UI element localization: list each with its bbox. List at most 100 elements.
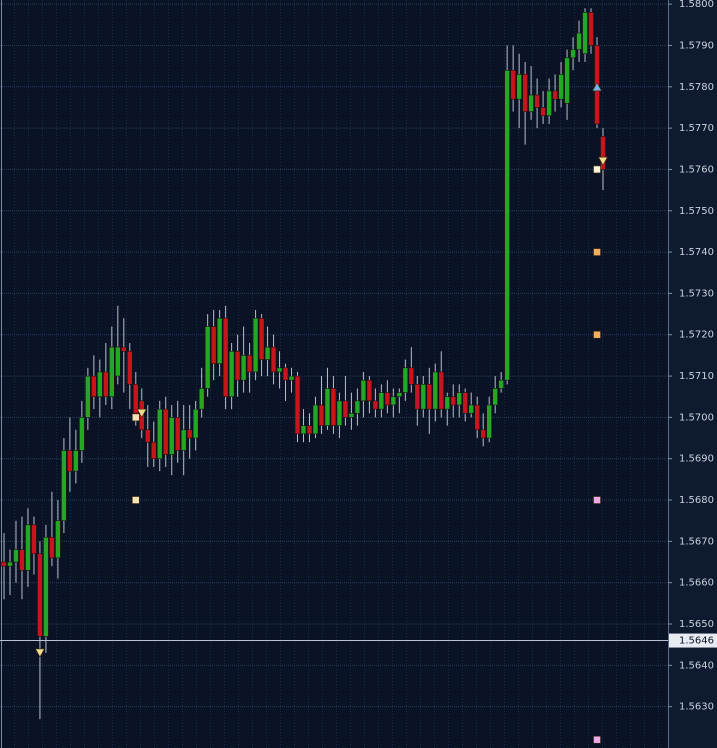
candle-body: [522, 74, 528, 112]
candle-body: [312, 404, 319, 435]
candle-body: [366, 379, 373, 402]
candle-body: [132, 384, 139, 414]
candle-body: [528, 94, 534, 112]
candle-body: [570, 49, 576, 59]
candle-body: [330, 388, 337, 426]
candle-body: [115, 346, 121, 377]
candle-body: [67, 450, 73, 472]
candle-body: [360, 379, 367, 402]
candle-body: [252, 317, 259, 373]
candle-body: [384, 392, 391, 406]
candle-body: [510, 69, 516, 100]
candle-body: [264, 346, 271, 360]
candle-body: [73, 450, 79, 472]
candle-body: [126, 350, 133, 385]
candle-body: [402, 367, 409, 393]
candle-body: [294, 375, 301, 435]
candle-body: [216, 317, 223, 364]
candle-body: [1, 561, 7, 567]
candle-body: [576, 32, 582, 50]
signal-square: [131, 413, 140, 422]
candle-body: [103, 371, 109, 398]
candle-body: [396, 392, 403, 398]
candle-body: [174, 417, 181, 451]
candle-body: [306, 425, 313, 435]
candle-body: [258, 317, 265, 360]
candle-body: [462, 392, 469, 414]
y-tick-label: 1.5760: [679, 164, 714, 175]
candle-body: [492, 388, 498, 406]
y-tick-label: 1.5670: [679, 536, 714, 547]
y-tick-label: 1.5730: [679, 288, 714, 299]
candle-body: [228, 350, 235, 398]
candle-body: [552, 90, 558, 100]
candle-body: [144, 429, 151, 443]
signal-square: [593, 330, 601, 339]
candle-body: [37, 553, 43, 637]
candle-body: [186, 429, 193, 439]
candle-body: [234, 350, 241, 381]
signal-triangle-down: [34, 648, 45, 658]
candle-body: [55, 520, 61, 559]
candle-body: [162, 408, 169, 455]
candle-body: [564, 57, 570, 104]
signal-square: [593, 496, 601, 504]
candle-body: [378, 392, 385, 410]
candle-body: [420, 384, 427, 410]
candle-body: [43, 536, 49, 637]
candle-body: [558, 74, 564, 100]
candle-body: [109, 346, 115, 398]
price-axis-panel: [668, 0, 717, 748]
candle-body: [156, 408, 163, 460]
candle-body: [540, 107, 546, 117]
candle-body: [426, 384, 433, 410]
candle-body: [456, 392, 463, 406]
last-price-label: 1.5646: [679, 636, 714, 647]
y-tick-label: 1.5800: [679, 0, 714, 10]
candle-body: [480, 429, 487, 439]
candle-body: [13, 549, 19, 563]
y-tick-label: 1.5680: [679, 495, 714, 506]
candle-body: [354, 400, 361, 414]
y-tick-label: 1.5640: [679, 660, 714, 671]
candle-body: [270, 346, 277, 373]
candle-body: [222, 317, 229, 398]
candle-body: [31, 524, 37, 555]
candle-body: [168, 417, 175, 455]
y-tick-label: 1.5740: [679, 247, 714, 258]
y-tick-label: 1.5750: [679, 206, 714, 217]
candle-body: [49, 536, 55, 559]
candle-body: [246, 355, 253, 373]
candle-body: [300, 425, 307, 435]
candle-body: [91, 375, 97, 398]
signal-square: [131, 496, 140, 504]
candle-body: [150, 441, 157, 460]
y-tick-label: 1.5790: [679, 40, 714, 51]
candle-body: [318, 404, 325, 426]
candle-body: [336, 400, 343, 426]
y-tick-label: 1.5720: [679, 330, 714, 341]
candle-body: [450, 396, 457, 406]
candle-body: [210, 326, 217, 364]
candle-body: [25, 524, 31, 571]
candle-body: [180, 429, 187, 451]
candle-body: [546, 90, 552, 117]
candle-body: [19, 549, 25, 571]
y-tick-label: 1.5630: [679, 702, 714, 713]
candle-body: [432, 371, 439, 410]
candle-body: [516, 74, 522, 100]
candle-body: [486, 404, 492, 439]
y-tick-label: 1.5780: [679, 82, 714, 93]
candle-body: [588, 12, 594, 46]
candle-body: [600, 136, 606, 170]
signal-square: [593, 165, 601, 174]
candle-body: [474, 404, 481, 431]
signal-triangle-down: [136, 408, 147, 418]
signal-triangle-up: [591, 82, 603, 92]
candle-body: [324, 388, 331, 426]
candle-body: [372, 400, 379, 410]
candle-body: [582, 12, 588, 55]
candle-body: [444, 396, 451, 410]
y-tick-label: 1.5650: [679, 619, 714, 630]
candle-body: [85, 375, 91, 418]
